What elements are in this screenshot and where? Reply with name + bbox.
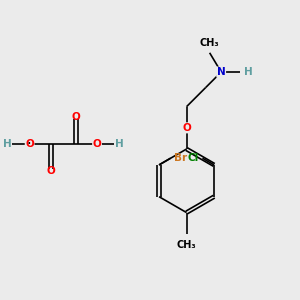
Text: O: O bbox=[25, 139, 34, 149]
Text: CH₃: CH₃ bbox=[200, 38, 219, 48]
Text: O: O bbox=[46, 166, 55, 176]
Text: CH₃: CH₃ bbox=[177, 239, 196, 250]
Text: H: H bbox=[244, 67, 253, 77]
Text: O: O bbox=[71, 112, 80, 122]
Text: Br: Br bbox=[174, 153, 188, 163]
Text: N: N bbox=[217, 67, 226, 77]
Text: H: H bbox=[3, 139, 11, 149]
Text: O: O bbox=[93, 139, 101, 149]
Text: ·: · bbox=[27, 137, 32, 152]
Text: H: H bbox=[115, 139, 124, 149]
Text: O: O bbox=[182, 123, 191, 133]
Text: Cl: Cl bbox=[188, 153, 199, 163]
